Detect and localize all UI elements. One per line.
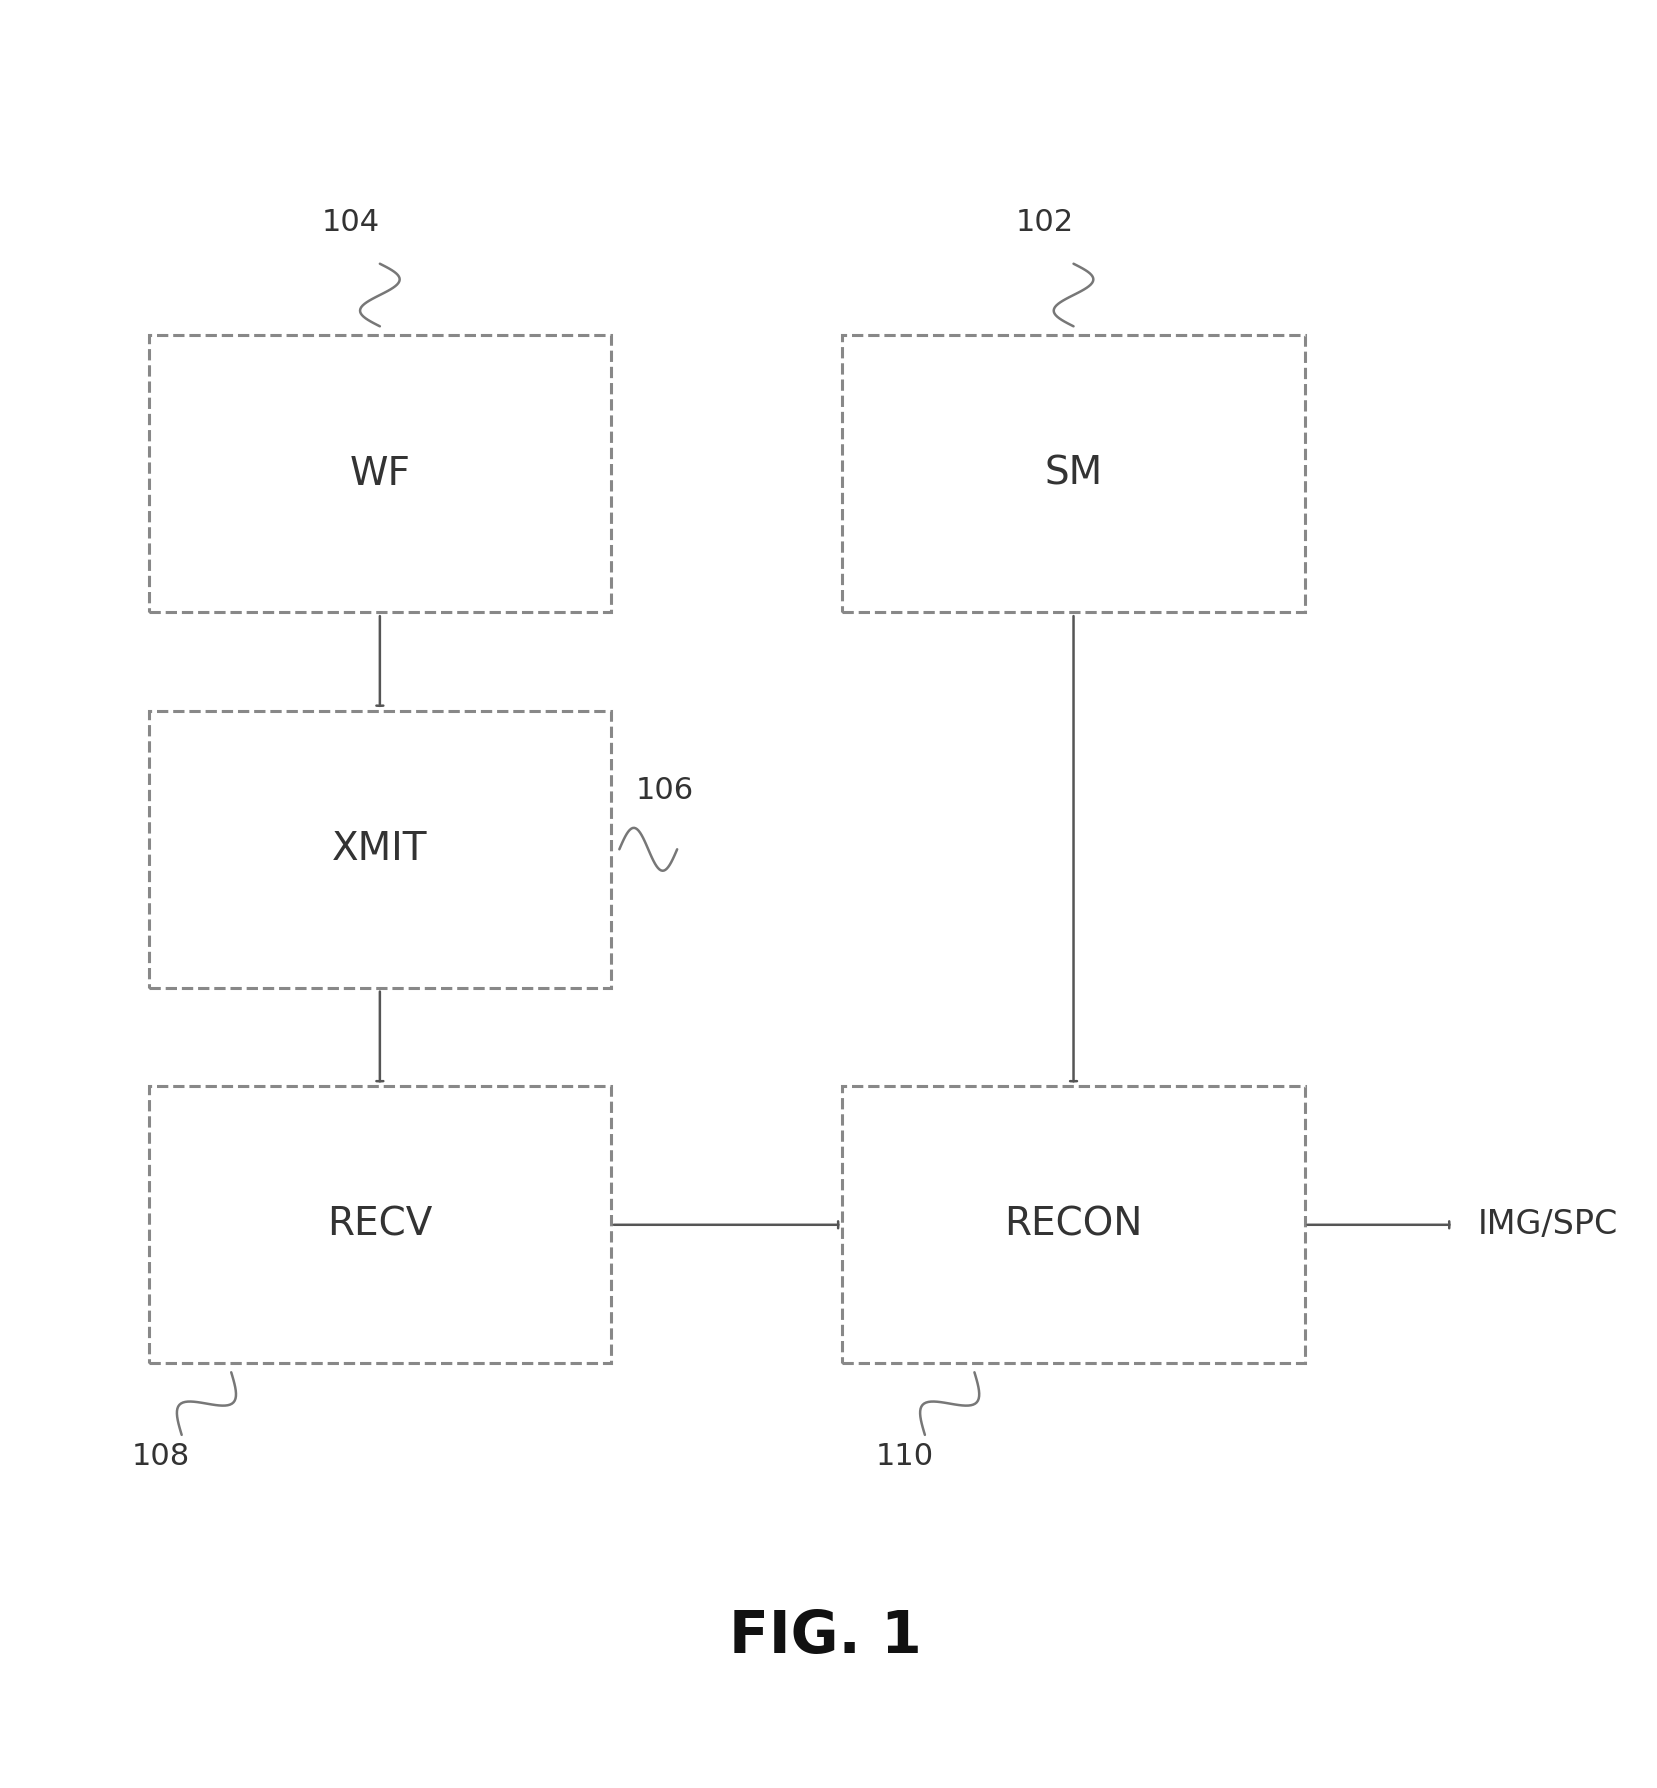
Bar xyxy=(149,1087,611,1362)
Text: 110: 110 xyxy=(875,1441,933,1470)
Text: SM: SM xyxy=(1044,454,1102,493)
Bar xyxy=(149,712,611,987)
Text: FIG. 1: FIG. 1 xyxy=(729,1607,923,1665)
Text: 108: 108 xyxy=(133,1441,191,1470)
Text: 104: 104 xyxy=(321,207,379,236)
Text: RECV: RECV xyxy=(326,1205,432,1244)
Text: 106: 106 xyxy=(636,776,694,805)
Text: 102: 102 xyxy=(1016,207,1074,236)
Text: RECON: RECON xyxy=(1004,1205,1143,1244)
Text: IMG/SPC: IMG/SPC xyxy=(1478,1209,1619,1241)
Bar xyxy=(842,1087,1304,1362)
Bar xyxy=(149,336,611,611)
Text: XMIT: XMIT xyxy=(331,830,428,869)
Bar xyxy=(842,336,1304,611)
Text: WF: WF xyxy=(350,454,411,493)
